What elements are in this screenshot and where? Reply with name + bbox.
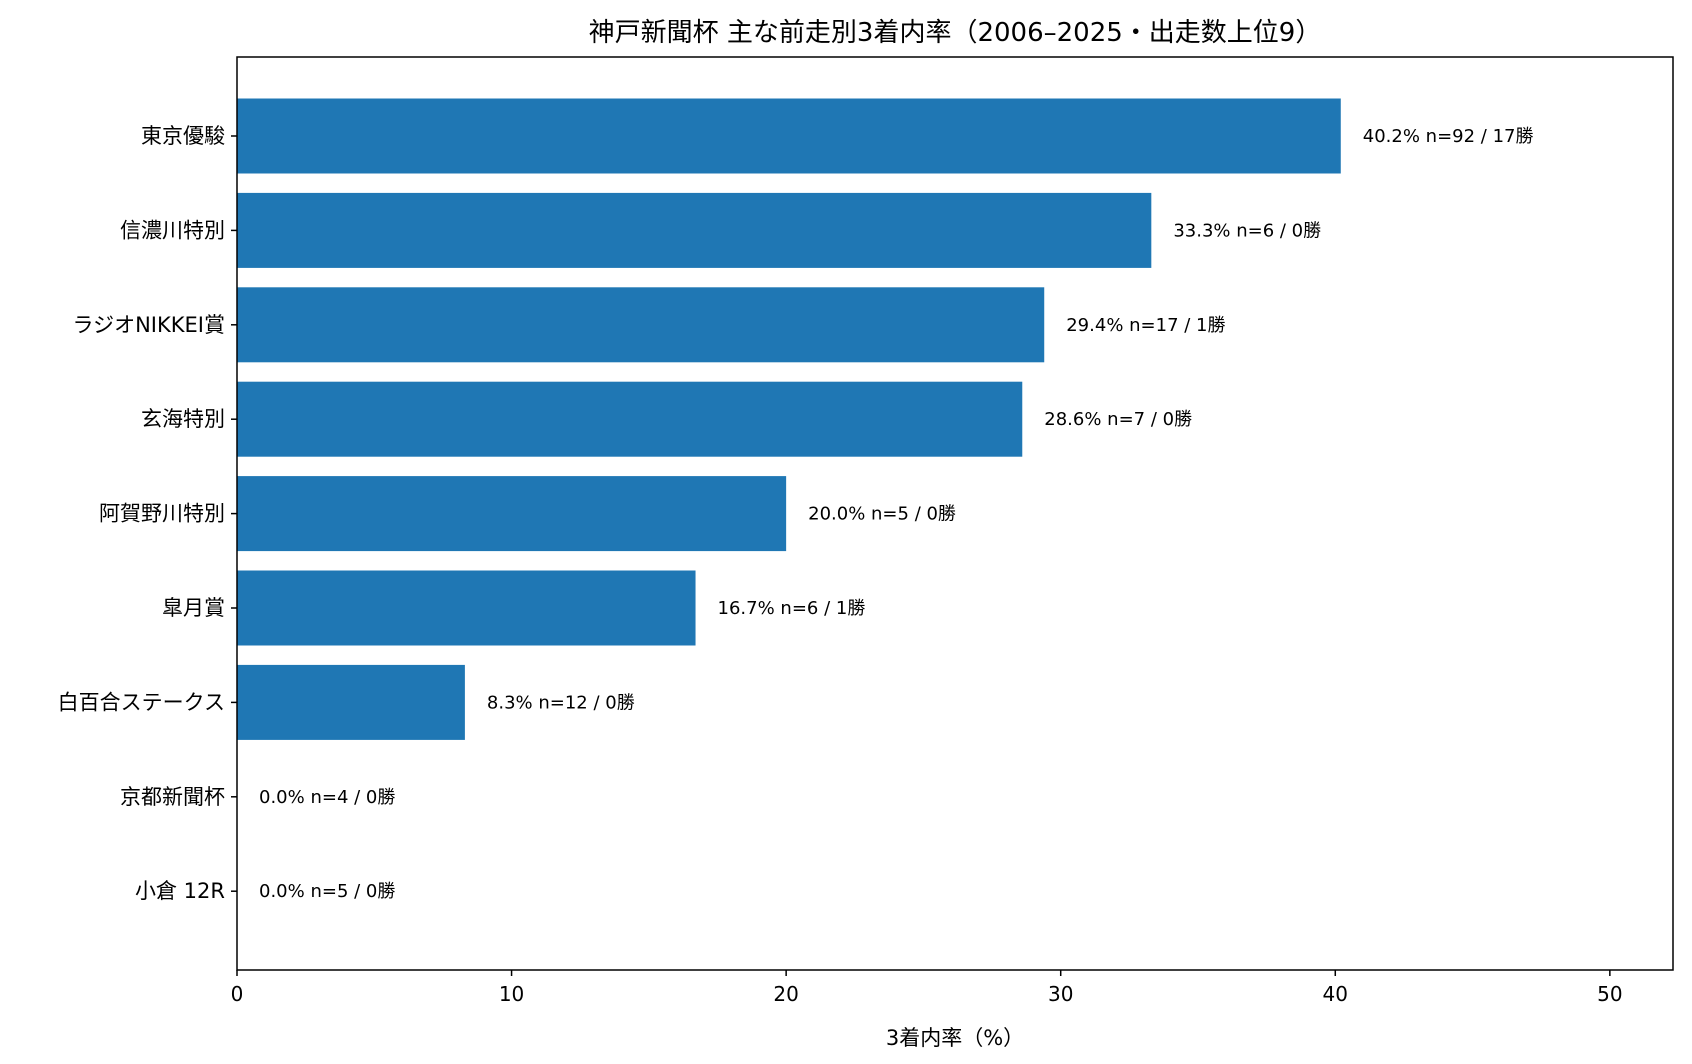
data-label: 28.6% n=7 / 0勝	[1044, 409, 1192, 430]
bar	[237, 570, 696, 646]
category-label: 阿賀野川特別	[99, 502, 225, 526]
x-axis-label: 3着内率（%）	[886, 1026, 1024, 1050]
data-label: 0.0% n=4 / 0勝	[259, 787, 395, 808]
axes-layer	[231, 56, 1674, 976]
category-label: 小倉 12R	[135, 879, 225, 903]
x-tick-label: 30	[1048, 982, 1073, 1006]
x-tick-label: 0	[231, 982, 244, 1006]
category-label: ラジオNIKKEI賞	[73, 313, 226, 337]
data-label: 8.3% n=12 / 0勝	[487, 692, 635, 713]
bar	[237, 192, 1152, 268]
bar	[237, 381, 1023, 457]
x-tick-label: 50	[1597, 982, 1622, 1006]
data-label: 20.0% n=5 / 0勝	[808, 504, 956, 525]
bar	[237, 664, 465, 740]
x-tick-label: 10	[499, 982, 524, 1006]
category-label: 京都新聞杯	[120, 785, 225, 809]
data-label: 0.0% n=5 / 0勝	[259, 881, 395, 902]
category-label: 皐月賞	[162, 596, 225, 620]
x-tick-label: 40	[1323, 982, 1348, 1006]
bars-layer	[237, 98, 1341, 740]
data-label: 33.3% n=6 / 0勝	[1173, 220, 1321, 241]
x-tick-label: 20	[773, 982, 798, 1006]
category-label: 信濃川特別	[120, 218, 225, 242]
bar	[237, 287, 1045, 363]
category-label: 玄海特別	[141, 407, 225, 431]
data-label: 29.4% n=17 / 1勝	[1066, 315, 1225, 336]
chart-title: 神戸新聞杯 主な前走別3着内率（2006–2025・出走数上位9）	[589, 18, 1322, 48]
bar	[237, 98, 1341, 174]
category-label: 東京優駿	[141, 124, 225, 148]
category-label: 白百合ステークス	[58, 690, 225, 714]
data-label: 16.7% n=6 / 1勝	[718, 598, 866, 619]
bar	[237, 476, 787, 552]
data-label: 40.2% n=92 / 17勝	[1363, 126, 1534, 147]
